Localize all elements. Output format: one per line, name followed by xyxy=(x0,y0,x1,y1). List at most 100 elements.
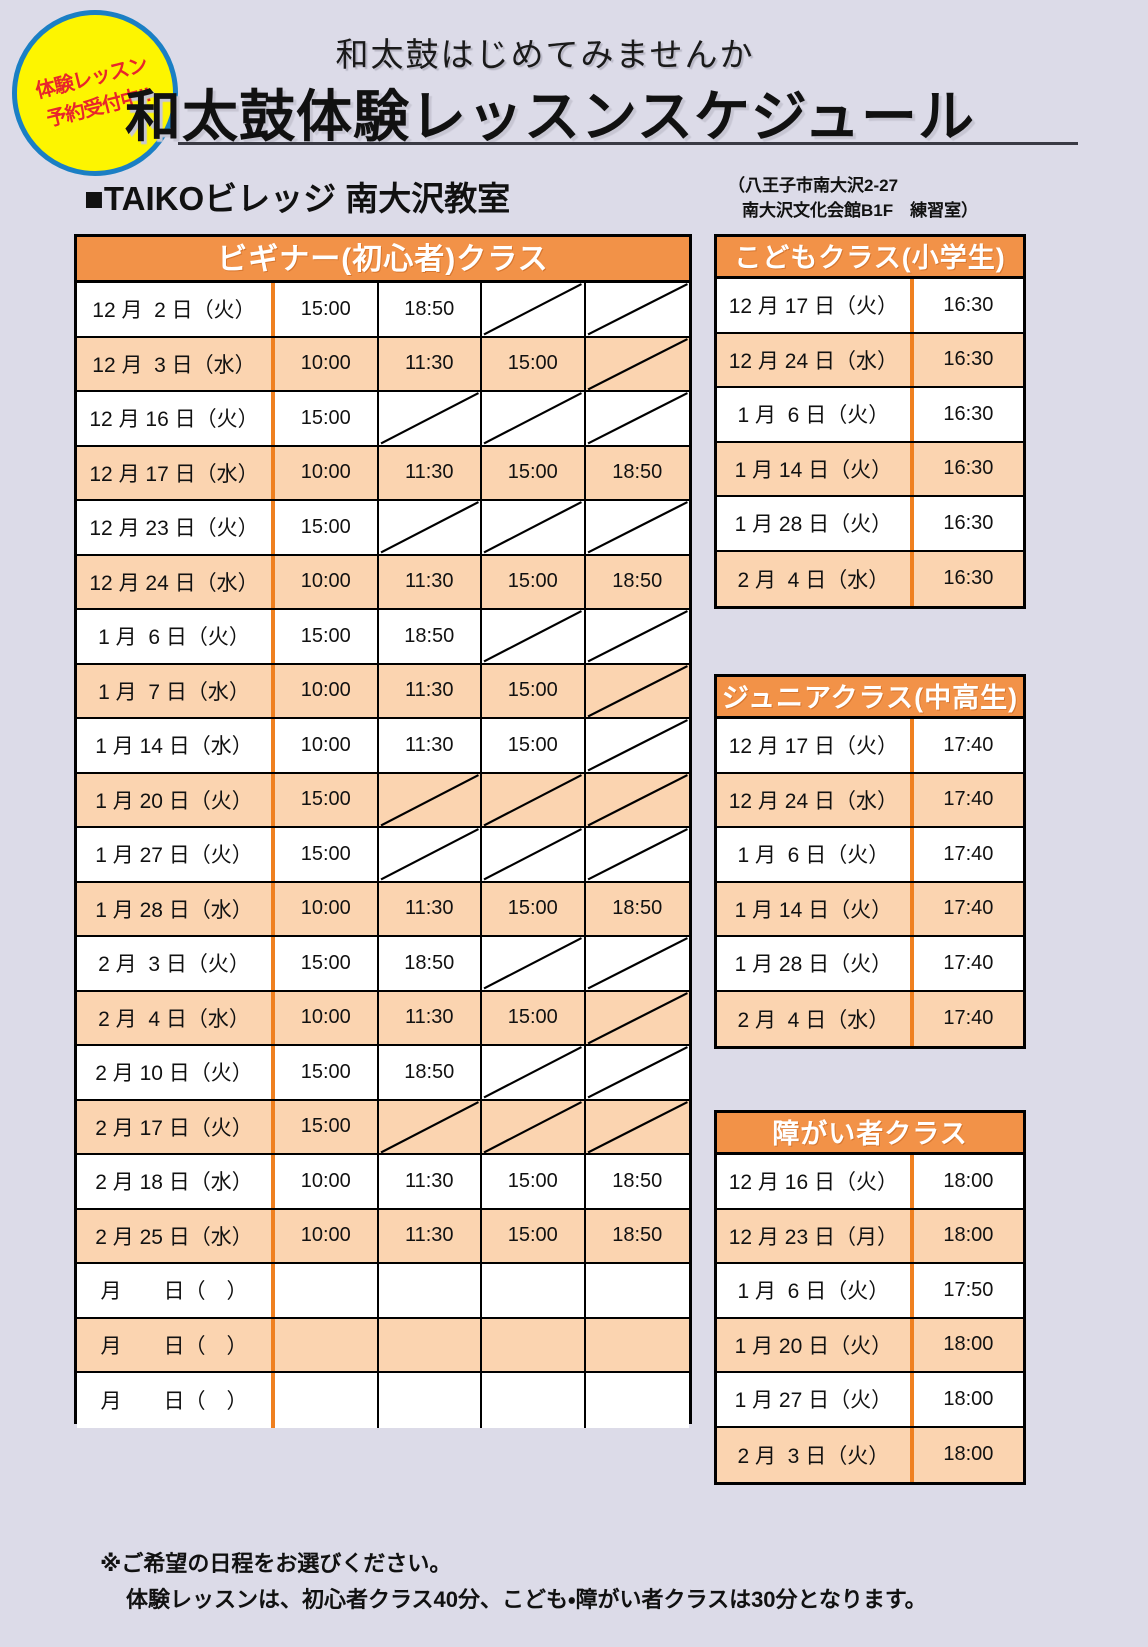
schedule-table-support: 障がい者クラス 12 月 16 日（火） 18:00 12 月 23 日（月） 18:… xyxy=(714,1110,1026,1485)
table-row: 2 月 25 日（水） 10:00 11:30 15:00 18:50 xyxy=(77,1209,689,1264)
cell-time: 18:50 xyxy=(612,1224,663,1247)
cell-time: 15:00 xyxy=(482,337,586,390)
empty-slot-slash xyxy=(586,283,690,336)
empty-slot-slash xyxy=(482,937,584,990)
cell-time: 10:00 xyxy=(275,1155,379,1208)
cell-time: 11:30 xyxy=(379,882,482,935)
cell-date: 12 月 3 日（水） xyxy=(77,337,275,390)
cell-time xyxy=(586,1101,690,1154)
empty-slot-slash xyxy=(379,774,481,827)
table-row: 12 月 2 日（火） 15:00 18:50 xyxy=(77,283,689,338)
cell-date: 2 月 18 日（水） xyxy=(77,1155,275,1208)
cell-time xyxy=(482,1046,586,1099)
table-row: 1 月 28 日（火） 17:40 xyxy=(717,937,1023,992)
cell-date: 1 月 20 日（火） xyxy=(717,1318,914,1371)
table-row: 月 日（ ） xyxy=(77,1373,689,1428)
cell-time: 18:00 xyxy=(943,1333,994,1356)
empty-slot-slash xyxy=(379,392,481,445)
empty-slot-slash xyxy=(586,392,690,445)
cell-time: 15:00 xyxy=(275,1046,379,1099)
cell-time: 17:40 xyxy=(943,788,994,811)
table-row: 1 月 27 日（火） 18:00 xyxy=(717,1373,1023,1428)
table-row: 12 月 3 日（水） 10:00 11:30 15:00 xyxy=(77,337,689,392)
note-line-1: ※ご希望の日程をお選びください。 xyxy=(100,1551,452,1576)
cell-date: 12 月 16 日（火） xyxy=(77,392,275,445)
cell-time: 11:30 xyxy=(379,719,482,772)
cell-date: 12 月 24 日（水） xyxy=(717,773,914,826)
cell-time xyxy=(482,1373,586,1428)
empty-slot-slash xyxy=(586,1046,690,1099)
empty-slot-slash xyxy=(482,501,584,554)
empty-slot-slash xyxy=(586,610,690,663)
cell-time: 10:00 xyxy=(275,882,379,935)
cell-time: 11:30 xyxy=(379,1209,482,1262)
cell-time: 17:40 xyxy=(943,897,994,920)
cell-time: 15:00 xyxy=(275,1100,379,1153)
table-row: 1 月 28 日（火） 16:30 xyxy=(717,497,1023,552)
cell-date: 2 月 4 日（水） xyxy=(717,551,914,606)
poster-subtitle: 和太鼓はじめてみませんか xyxy=(335,36,755,73)
venue-address-line-2: 南大沢文化会館B1F 練習室） xyxy=(742,200,979,220)
table-row: 2 月 10 日（火） 15:00 18:50 xyxy=(77,1046,689,1101)
table-row: 1 月 20 日（火） 15:00 xyxy=(77,773,690,828)
table-body-beginner: 12 月 2 日（火） 15:00 18:50 12 月 3 日（水） 10:00 11:… xyxy=(77,283,689,1428)
cell-time xyxy=(586,665,690,718)
cell-time xyxy=(482,1264,586,1317)
schedule-table-beginner: ビギナー(初心者)クラス 12 月 2 日（火） 15:00 18:50 12 月 3… xyxy=(74,234,692,1428)
cell-time xyxy=(379,1100,482,1153)
cell-time: 15:00 xyxy=(275,501,379,554)
cell-time: 15:00 xyxy=(482,882,586,935)
cell-time xyxy=(482,501,586,554)
cell-time: 16:30 xyxy=(943,567,994,590)
table-row: 1 月 14 日（水） 10:00 11:30 15:00 xyxy=(77,719,689,774)
table-body-kids: 12 月 17 日（火） 16:30 12 月 24 日（水） 16:30 1 月 6 … xyxy=(717,279,1023,606)
table-row: 月 日（ ） xyxy=(77,1318,689,1373)
table-row: 1 月 6 日（火） 17:50 xyxy=(717,1264,1023,1319)
cell-date: 2 月 4 日（水） xyxy=(717,991,914,1046)
cell-date: 2 月 4 日（水） xyxy=(77,991,275,1044)
table-row: 2 月 4 日（水） 10:00 11:30 15:00 xyxy=(77,991,689,1046)
cell-time: 18:50 xyxy=(612,461,663,484)
cell-time xyxy=(379,773,482,827)
table-row: 12 月 23 日（月） 18:00 xyxy=(717,1209,1023,1264)
cell-date: 1 月 14 日（水） xyxy=(77,719,275,772)
cell-time: 18:00 xyxy=(943,1387,994,1410)
empty-slot-slash xyxy=(586,665,690,718)
table-row: 12 月 24 日（水） 10:00 11:30 15:00 18:50 xyxy=(77,555,689,610)
cell-date: 12 月 23 日（月） xyxy=(717,1209,914,1262)
footer-notes: ※ご希望の日程をお選びください。 体験レッスンは、初心者クラス40分、こども・障… xyxy=(100,1546,927,1619)
cell-time: 10:00 xyxy=(275,1209,379,1262)
cell-date: 1 月 27 日（火） xyxy=(717,1373,914,1426)
cell-time: 11:30 xyxy=(379,664,482,717)
cell-time: 10:00 xyxy=(275,664,379,717)
cell-time: 17:40 xyxy=(943,951,994,974)
cell-time xyxy=(586,610,690,663)
table-row: 1 月 7 日（水） 10:00 11:30 15:00 xyxy=(77,664,690,719)
cell-time xyxy=(586,1373,690,1428)
cell-time: 18:50 xyxy=(379,283,482,336)
cell-date: 12 月 23 日（火） xyxy=(77,501,275,554)
empty-slot-slash xyxy=(586,501,690,554)
empty-slot-slash xyxy=(482,283,584,336)
cell-time xyxy=(482,610,586,663)
venue-name: ■TAIKOビレッジ 南大沢教室 xyxy=(84,180,511,217)
cell-time xyxy=(482,1318,586,1371)
cell-time: 17:50 xyxy=(943,1278,994,1301)
cell-time xyxy=(379,1264,482,1317)
cell-date: 月 日（ ） xyxy=(77,1318,275,1371)
cell-time xyxy=(379,828,482,881)
empty-slot-slash xyxy=(586,774,690,827)
cell-date: 1 月 6 日（火） xyxy=(717,1264,914,1317)
empty-slot-slash xyxy=(586,937,690,990)
title-underline xyxy=(178,142,1078,145)
venue-address-line-1: （八王子市南大沢2-27 xyxy=(728,176,899,195)
cell-time: 17:40 xyxy=(943,733,994,756)
cell-date: 12 月 17 日（火） xyxy=(717,719,914,772)
table-row: 1 月 6 日（火） 16:30 xyxy=(717,388,1023,443)
cell-time xyxy=(586,1264,690,1317)
note-line-2: 体験レッスンは、初心者クラス40分、こども・障がい者クラスは30分となります。 xyxy=(126,1587,927,1613)
table-row: 1 月 6 日（火） 15:00 18:50 xyxy=(77,610,689,665)
table-row: 1 月 28 日（水） 10:00 11:30 15:00 18:50 xyxy=(77,882,689,937)
cell-date: 1 月 28 日（火） xyxy=(717,937,914,990)
cell-time xyxy=(482,773,586,826)
